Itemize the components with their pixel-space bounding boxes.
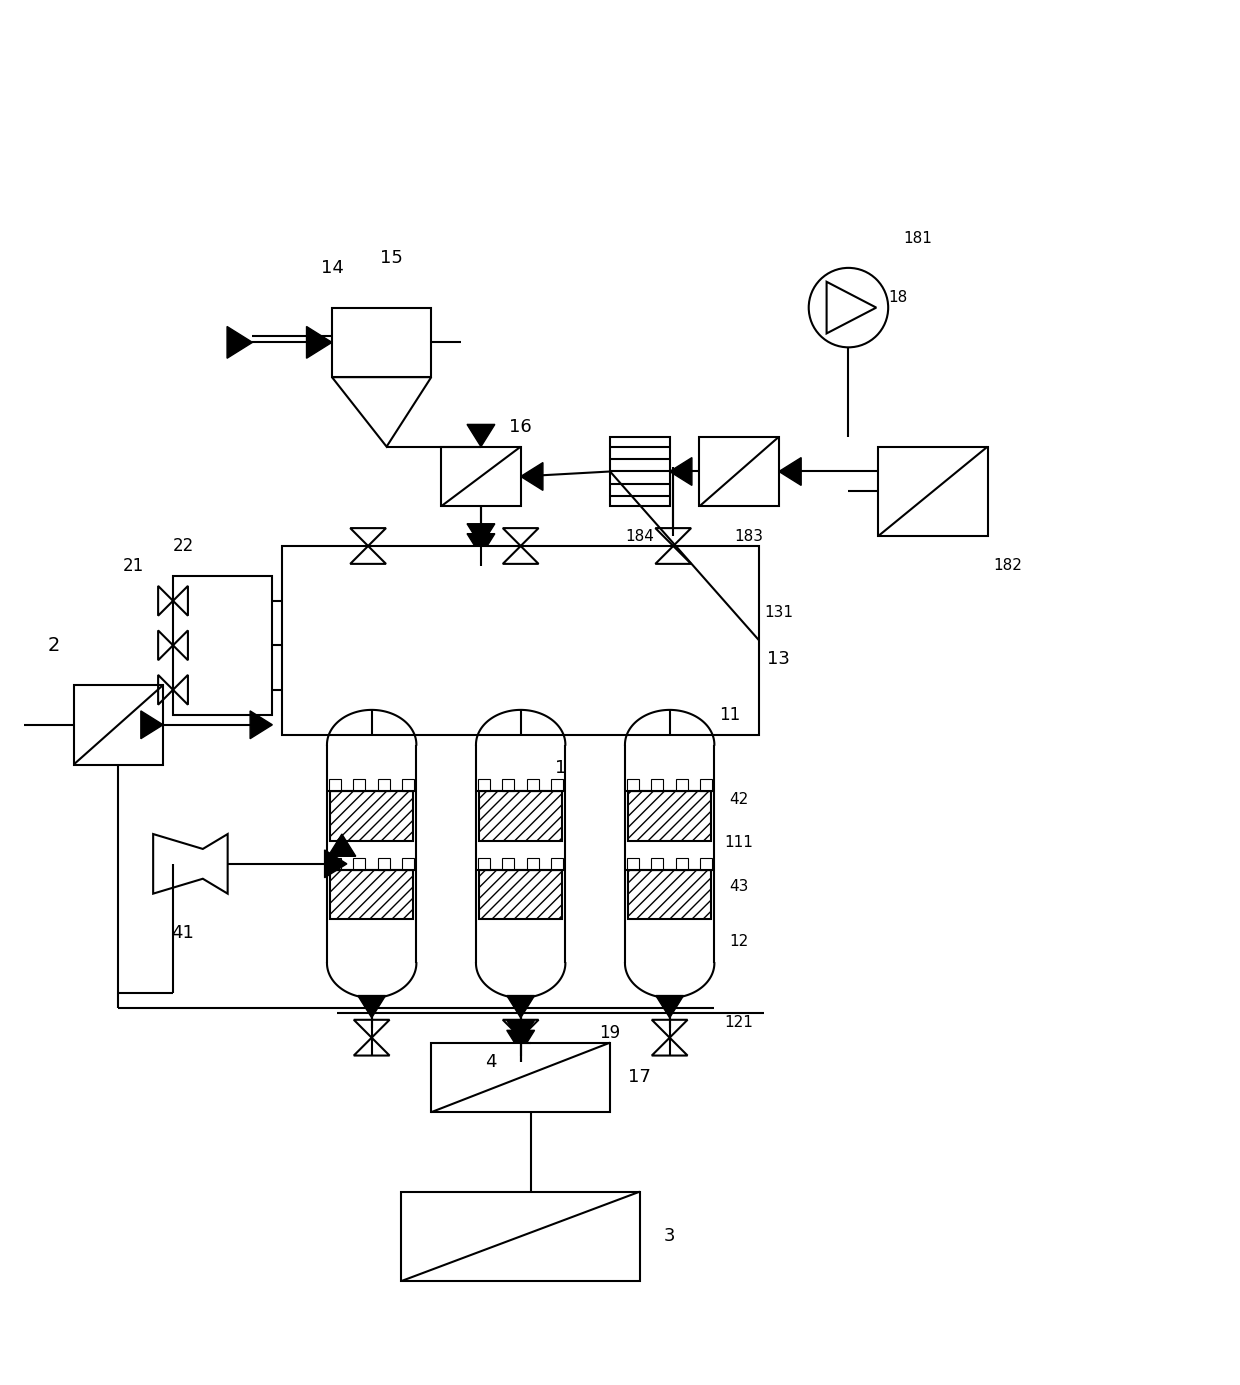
Text: 111: 111 [724, 835, 754, 850]
Text: 1: 1 [554, 759, 567, 777]
Text: 183: 183 [734, 529, 764, 543]
Bar [403, 780, 414, 791]
Bar [627, 791, 712, 841]
Text: 41: 41 [171, 924, 195, 942]
Polygon shape [670, 457, 692, 485]
Bar [353, 857, 366, 870]
Bar [378, 857, 389, 870]
Text: 15: 15 [381, 249, 403, 267]
Bar [610, 436, 670, 507]
Polygon shape [507, 996, 534, 1018]
Bar [353, 780, 366, 791]
Bar [701, 857, 712, 870]
Bar [676, 780, 688, 791]
Bar [378, 780, 389, 791]
Text: 131: 131 [764, 604, 794, 619]
Polygon shape [467, 524, 495, 546]
Polygon shape [358, 996, 386, 1018]
Bar [477, 780, 490, 791]
Text: 184: 184 [625, 529, 655, 543]
Bar [552, 780, 563, 791]
Bar [527, 780, 539, 791]
Text: 42: 42 [729, 792, 749, 807]
Polygon shape [325, 850, 347, 878]
Polygon shape [467, 424, 495, 447]
Bar [878, 447, 987, 536]
Text: 17: 17 [629, 1068, 651, 1086]
Polygon shape [467, 533, 495, 555]
Bar [502, 780, 515, 791]
Bar [330, 791, 413, 841]
Bar [329, 780, 341, 791]
Bar [329, 857, 341, 870]
Text: 22: 22 [172, 537, 193, 555]
Text: 3: 3 [663, 1227, 676, 1245]
Polygon shape [656, 996, 683, 1018]
Text: 13: 13 [768, 650, 790, 668]
Bar [283, 546, 759, 734]
Bar [699, 436, 779, 507]
Polygon shape [141, 711, 164, 738]
Bar [627, 780, 639, 791]
Text: 11: 11 [719, 706, 740, 724]
Bar [330, 870, 413, 920]
Text: 18: 18 [889, 291, 908, 305]
Bar [73, 686, 164, 765]
Bar [441, 447, 521, 507]
Text: 12: 12 [729, 933, 749, 949]
Bar [432, 1043, 610, 1112]
Text: 4: 4 [485, 1054, 497, 1072]
Polygon shape [227, 327, 253, 359]
Polygon shape [779, 457, 801, 485]
Bar [174, 576, 273, 715]
Text: 121: 121 [724, 1015, 754, 1030]
Text: 14: 14 [320, 259, 343, 277]
Polygon shape [507, 1030, 534, 1053]
Bar [332, 307, 432, 377]
Text: 19: 19 [599, 1024, 621, 1042]
Bar [527, 857, 539, 870]
Bar [627, 870, 712, 920]
Bar [701, 780, 712, 791]
Bar [651, 857, 663, 870]
Bar [479, 870, 563, 920]
Bar [402, 1191, 640, 1281]
Bar [627, 857, 639, 870]
Bar [651, 780, 663, 791]
Text: 16: 16 [510, 418, 532, 436]
Text: 181: 181 [904, 230, 932, 245]
Polygon shape [327, 834, 356, 856]
Bar [403, 857, 414, 870]
Bar [477, 857, 490, 870]
Polygon shape [521, 463, 543, 490]
Bar [552, 857, 563, 870]
Text: 2: 2 [47, 636, 60, 655]
Text: 21: 21 [123, 557, 144, 575]
Bar [502, 857, 515, 870]
Text: 43: 43 [729, 879, 749, 895]
Bar [479, 791, 563, 841]
Polygon shape [250, 711, 273, 738]
Bar [676, 857, 688, 870]
Polygon shape [507, 1021, 534, 1043]
Text: 182: 182 [993, 558, 1022, 573]
Polygon shape [306, 327, 332, 359]
